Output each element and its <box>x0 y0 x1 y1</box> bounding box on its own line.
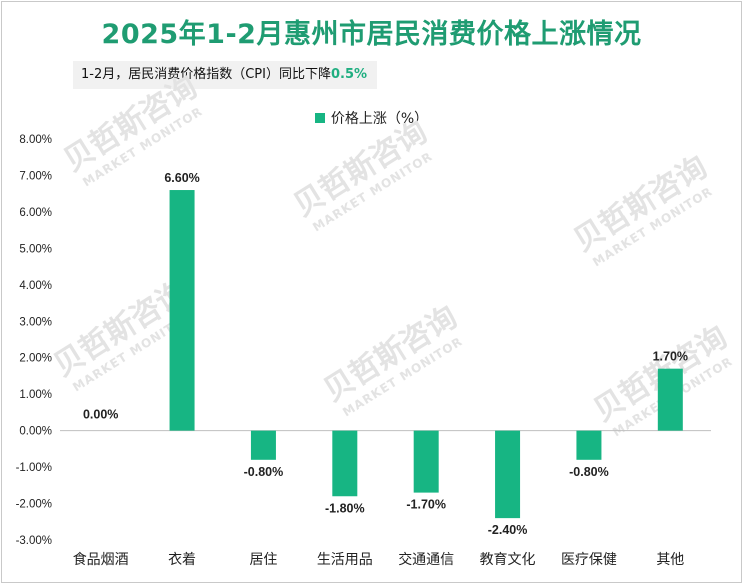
data-label: 6.60% <box>164 171 199 185</box>
x-category-label: 生活用品 <box>317 552 373 568</box>
subtitle-text: 1-2月，居民消费价格指数（CPI）同比下降 <box>81 67 331 82</box>
y-tick-label: 6.00% <box>19 207 52 219</box>
legend-label: 价格上涨（%） <box>330 111 429 127</box>
y-tick-label: 7.00% <box>19 170 52 182</box>
bar <box>169 190 195 431</box>
bars <box>169 190 683 519</box>
data-label: -1.70% <box>406 498 446 512</box>
x-category-label: 教育文化 <box>480 552 536 568</box>
bar <box>657 368 683 431</box>
data-label: -1.80% <box>325 501 365 515</box>
data-label: -2.40% <box>488 523 528 537</box>
y-axis-ticks: 8.00% 7.00% 6.00% 5.00% 4.00% 3.00% 2.00% 1.00%… <box>16 134 52 547</box>
x-axis-labels: 食品烟酒 衣着 居住 生活用品 交通通信 教育文化 医疗保健 其他 <box>73 551 685 568</box>
bar <box>250 430 276 460</box>
y-tick-label: -3.00% <box>16 535 52 547</box>
y-tick-label: 2.00% <box>19 353 52 365</box>
x-category-label: 交通通信 <box>398 551 454 568</box>
data-label: -0.80% <box>569 465 609 479</box>
subtitle-highlight: 0.5% <box>330 67 368 82</box>
y-tick-label: -1.00% <box>16 462 52 474</box>
bar <box>332 430 358 497</box>
y-tick-label: 4.00% <box>19 280 52 292</box>
y-tick-label: 8.00% <box>19 134 52 146</box>
chart-title: 2025年1-2月惠州市居民消费价格上涨情况 <box>101 19 642 50</box>
x-category-label: 食品烟酒 <box>73 551 129 568</box>
x-category-label: 医疗保健 <box>561 552 617 568</box>
y-tick-label: 5.00% <box>19 243 52 255</box>
y-tick-label: 0.00% <box>19 426 52 438</box>
subtitle-box: 1-2月，居民消费价格指数（CPI）同比下降0.5% <box>73 61 378 89</box>
data-labels: 0.00% 6.60% -0.80% -1.80% -1.70% -2.40% -0.80%… <box>83 171 688 537</box>
x-category-label: 居住 <box>249 552 277 568</box>
data-label: 0.00% <box>83 408 118 422</box>
y-tick-label: 3.00% <box>19 316 52 328</box>
bar <box>576 430 602 460</box>
data-label: 1.70% <box>653 350 688 364</box>
bar <box>495 430 521 519</box>
legend-swatch <box>314 113 325 123</box>
y-tick-label: -2.00% <box>16 499 52 511</box>
data-label: -0.80% <box>244 465 284 479</box>
x-category-label: 衣着 <box>168 552 196 568</box>
bar <box>413 430 439 493</box>
legend: 价格上涨（%） <box>2 108 741 128</box>
x-category-label: 其他 <box>656 552 684 568</box>
y-tick-label: 1.00% <box>19 389 52 401</box>
